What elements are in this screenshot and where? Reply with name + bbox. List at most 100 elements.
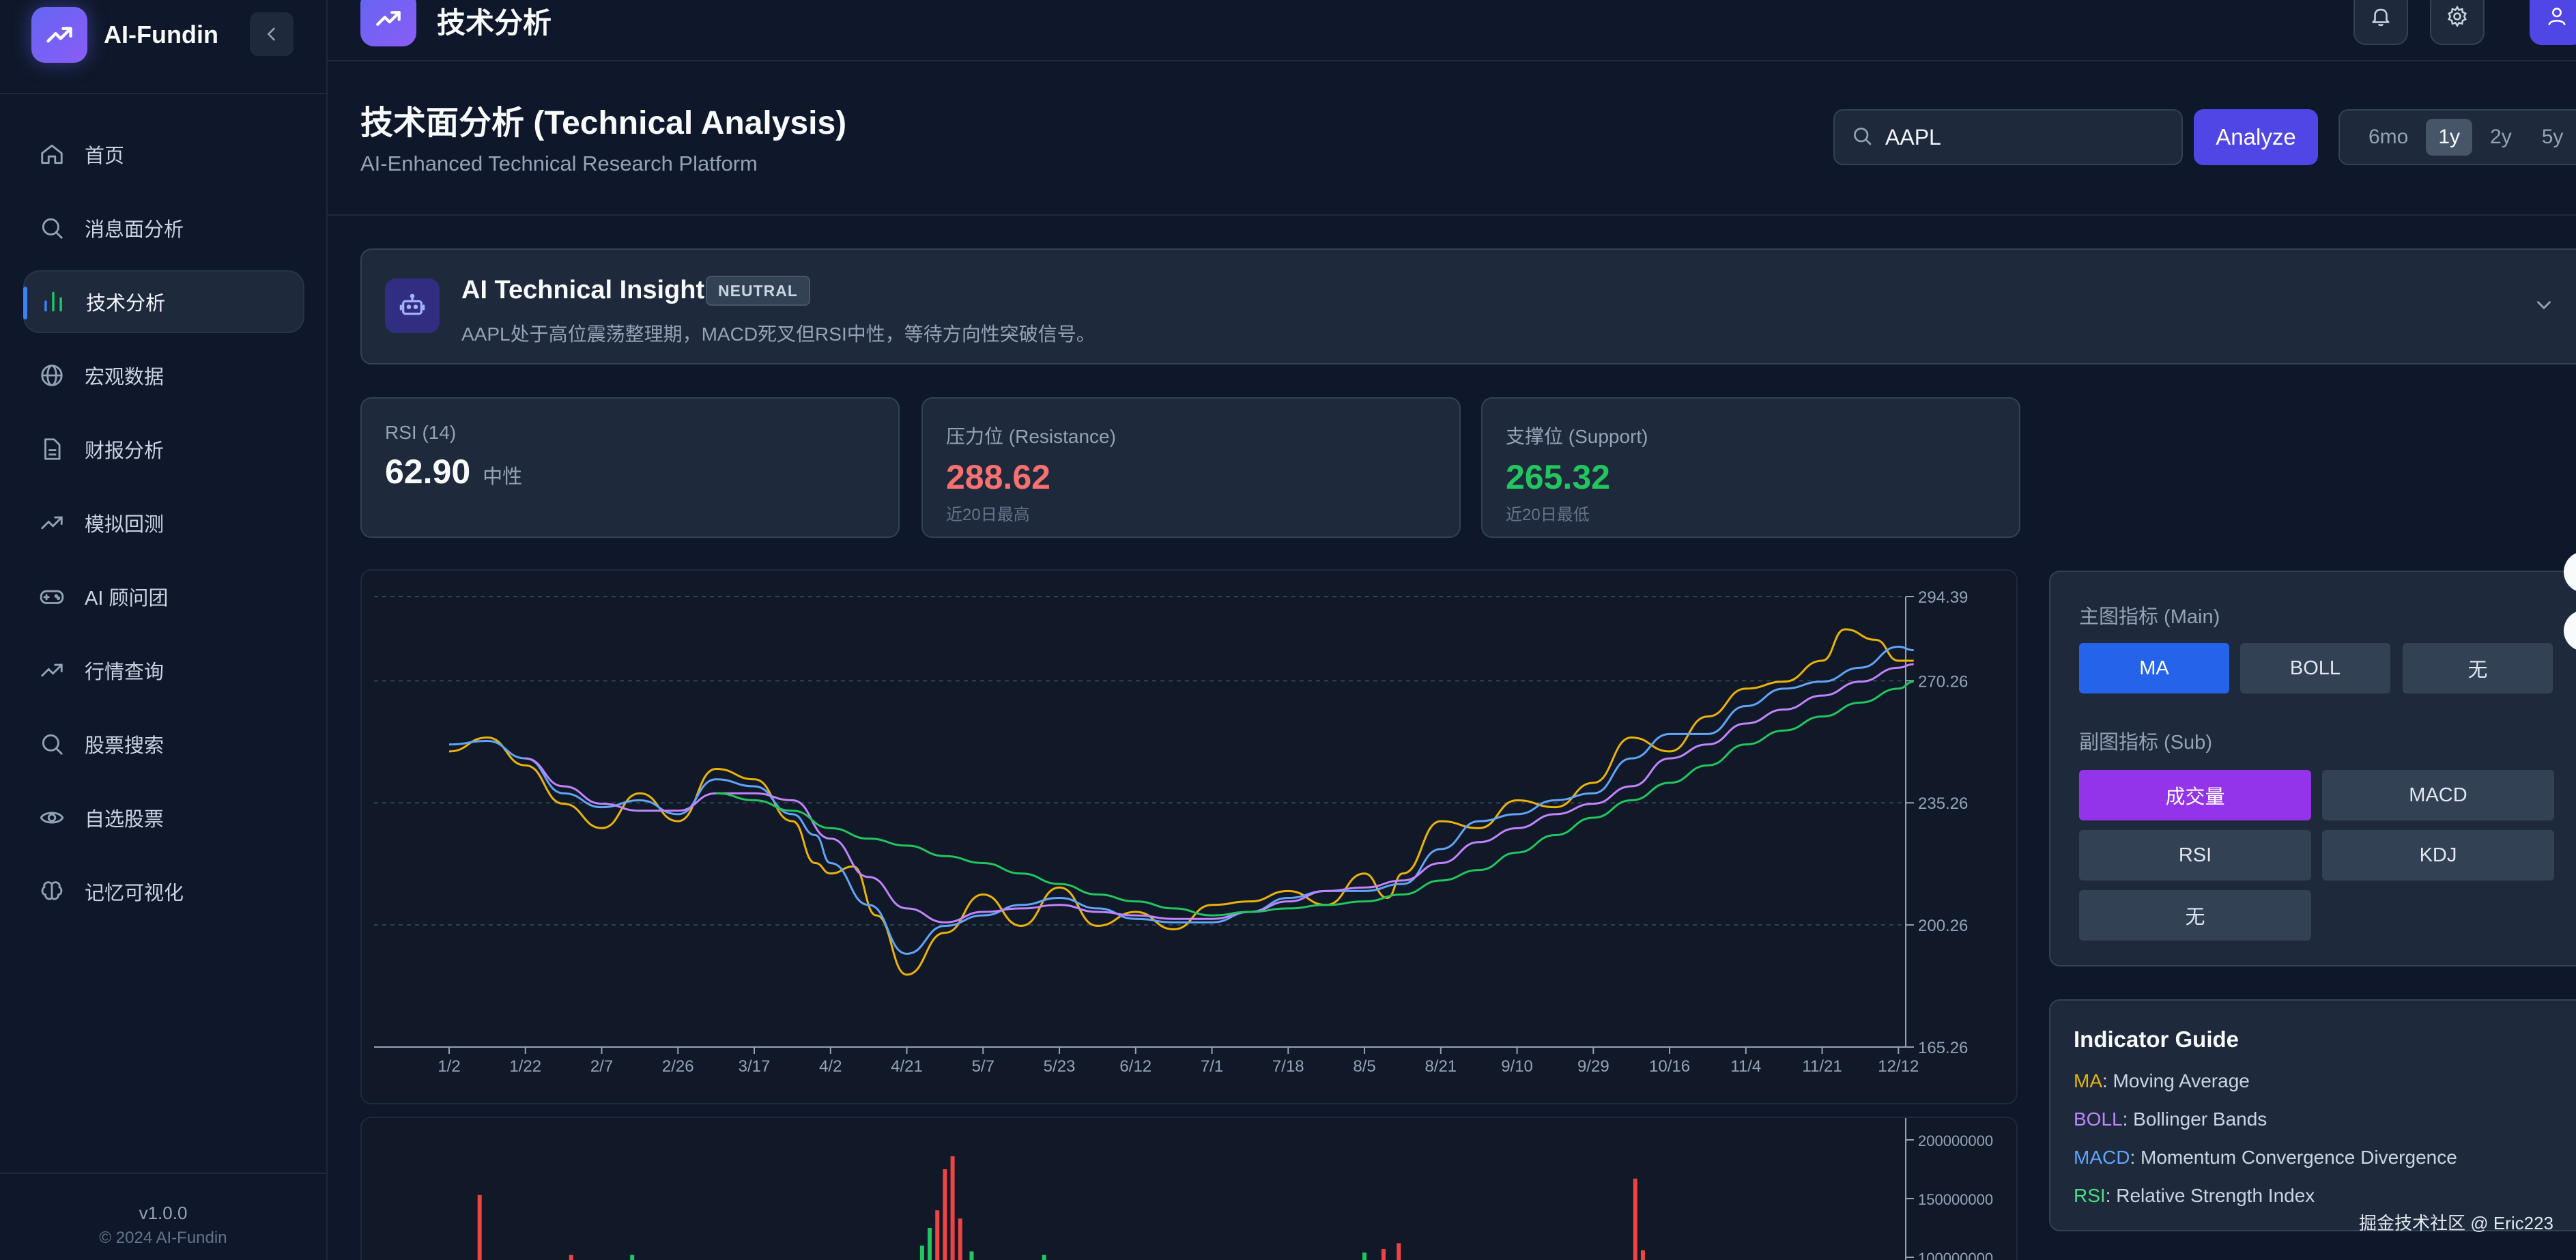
analyze-button[interactable]: Analyze (2194, 109, 2318, 165)
volume-bar (477, 1194, 482, 1260)
rsi-status: 中性 (483, 466, 523, 488)
x-tick-label: 2/26 (662, 1057, 694, 1076)
x-tick-label: 7/1 (1201, 1057, 1223, 1076)
x-tick-label: 1/2 (438, 1057, 460, 1076)
guide-desc: : Momentum Convergence Divergence (2130, 1147, 2457, 1168)
range-6mo-button[interactable]: 6mo (2369, 126, 2409, 148)
search-box[interactable] (1833, 109, 2183, 165)
sidebar-item-stock-search[interactable]: 股票搜索 (23, 713, 304, 775)
sidebar-item-quotes[interactable]: 行情查询 (23, 639, 304, 702)
search-icon (1851, 125, 1873, 150)
main-indicator-label: 主图指标 (Main) (2079, 606, 2220, 628)
sidebar-item-earnings[interactable]: 财报分析 (23, 418, 304, 481)
volume-bar (1042, 1255, 1046, 1260)
x-tick-label: 3/17 (739, 1057, 771, 1076)
sub-indicator-rsi-button[interactable]: RSI (2079, 830, 2311, 880)
main-indicator-ma-button[interactable]: MA (2079, 643, 2229, 693)
resistance-value: 288.62 (946, 458, 1050, 496)
resistance-note: 近20日最高 (946, 506, 1030, 524)
x-tick-label: 5/7 (972, 1057, 994, 1076)
sidebar-item-label: 自选股票 (85, 809, 164, 831)
guide-row-rsi: RSI: Relative Strength Index (2074, 1185, 2315, 1207)
time-range-selector: 6mo 1y 2y 5y (2338, 109, 2576, 165)
volume-bar (630, 1255, 635, 1260)
sidebar-item-home[interactable]: 首页 (23, 123, 304, 186)
collapse-sidebar-button[interactable] (250, 12, 294, 56)
sidebar-item-label: 消息面分析 (85, 219, 184, 241)
sidebar-item-memory-visualization[interactable]: 记忆可视化 (23, 860, 304, 923)
price-chart[interactable]: 294.39 270.26 235.26 200.26 165.26 1/2 1/22 2/7… (362, 571, 2019, 1106)
main-indicator-boll-button[interactable]: BOLL (2240, 643, 2390, 693)
top-bar: 技术分析 (328, 0, 2576, 61)
guide-row-boll: BOLL: Bollinger Bands (2074, 1108, 2267, 1130)
page-title: 技术面分析 (Technical Analysis) (360, 105, 847, 141)
sub-indicator-kdj-button[interactable]: KDJ (2322, 830, 2554, 880)
sentiment-badge: NEUTRAL (706, 276, 810, 306)
page-header: 技术面分析 (Technical Analysis) AI-Enhanced T… (328, 61, 2576, 216)
guide-key: RSI (2074, 1185, 2106, 1206)
sidebar-item-watchlist[interactable]: 自选股票 (23, 786, 304, 849)
support-value: 265.32 (1506, 458, 1610, 496)
x-tick-label: 10/16 (1649, 1057, 1690, 1076)
volume-chart[interactable]: 200000000 150000000 100000000 (362, 1118, 2018, 1260)
support-label: 支撑位 (Support) (1506, 426, 1648, 447)
scroll-handle[interactable] (2564, 610, 2576, 651)
sidebar-item-label: 记忆可视化 (85, 883, 184, 904)
sidebar-item-backtest[interactable]: 模拟回测 (23, 491, 304, 554)
settings-button[interactable] (2430, 0, 2485, 45)
ticker-search-input[interactable] (1885, 124, 2158, 150)
trending-up-icon (38, 509, 66, 536)
brand[interactable]: AI-Fundin (31, 7, 218, 63)
chevron-down-icon[interactable] (2532, 293, 2556, 320)
range-5y-button[interactable]: 5y (2541, 126, 2564, 148)
sidebar-item-macro-data[interactable]: 宏观数据 (23, 344, 304, 407)
sub-indicator-label: 副图指标 (Sub) (2079, 732, 2212, 754)
volume-bar (1362, 1252, 1367, 1260)
bell-icon (2369, 5, 2392, 31)
eye-icon (38, 804, 66, 831)
page-subtitle: AI-Enhanced Technical Research Platform (360, 152, 758, 175)
price-chart-panel[interactable]: 294.39 270.26 235.26 200.26 165.26 1/2 1/22 2/7… (360, 569, 2018, 1104)
notifications-button[interactable] (2353, 0, 2408, 45)
range-1y-button[interactable]: 1y (2426, 119, 2473, 156)
insight-text: AAPL处于高位震荡整理期，MACD死叉但RSI中性，等待方向性突破信号。 (461, 324, 1096, 345)
sidebar: AI-Fundin 首页 消息面分析 技术分析 宏观数据 财报分析 模拟回测 (0, 0, 328, 1260)
document-icon (38, 435, 66, 463)
sidebar-item-ai-advisors[interactable]: AI 顾问团 (23, 565, 304, 628)
x-tick-label: 12/12 (1878, 1057, 1919, 1076)
volume-bar (943, 1169, 947, 1260)
scroll-handle[interactable] (2564, 552, 2576, 592)
robot-icon (385, 278, 440, 333)
resistance-card: 压力位 (Resistance) 288.62 近20日最高 (921, 397, 1461, 538)
x-tick-label: 11/4 (1730, 1057, 1761, 1076)
sub-indicator-macd-button[interactable]: MACD (2322, 770, 2554, 820)
trending-up-icon (360, 0, 416, 46)
insight-title: AI Technical Insight (461, 276, 705, 304)
user-icon (2545, 5, 2568, 31)
sidebar-item-label: AI 顾问团 (85, 588, 169, 610)
trending-up-icon (38, 657, 66, 684)
y-tick-label: 150000000 (1918, 1191, 1993, 1208)
sub-indicator-none-button[interactable]: 无 (2079, 890, 2311, 941)
ai-insight-card[interactable]: AI Technical Insight NEUTRAL AAPL处于高位震荡整… (360, 248, 2576, 364)
volume-bar (950, 1156, 955, 1260)
x-tick-label: 1/22 (509, 1057, 541, 1076)
guide-key: BOLL (2074, 1108, 2123, 1130)
globe-icon (38, 362, 66, 389)
volume-chart-panel[interactable]: 200000000 150000000 100000000 (360, 1117, 2018, 1260)
support-card: 支撑位 (Support) 265.32 近20日最低 (1481, 397, 2020, 538)
sidebar-item-news-analysis[interactable]: 消息面分析 (23, 197, 304, 259)
x-tick-label: 4/21 (891, 1057, 923, 1076)
y-tick-label: 165.26 (1918, 1039, 1968, 1057)
y-tick-label: 235.26 (1918, 794, 1968, 813)
user-button[interactable] (2530, 0, 2576, 45)
sidebar-item-technical-analysis[interactable]: 技术分析 (23, 270, 304, 333)
sub-indicator-volume-button[interactable]: 成交量 (2079, 770, 2311, 820)
volume-bar (928, 1228, 932, 1260)
series-line-0 (448, 628, 1914, 976)
rsi-label: RSI (14) (385, 422, 457, 443)
range-2y-button[interactable]: 2y (2490, 126, 2512, 148)
main-indicator-none-button[interactable]: 无 (2403, 643, 2553, 693)
header-title: 技术分析 (437, 7, 552, 39)
y-tick-label: 100000000 (1918, 1250, 1993, 1260)
